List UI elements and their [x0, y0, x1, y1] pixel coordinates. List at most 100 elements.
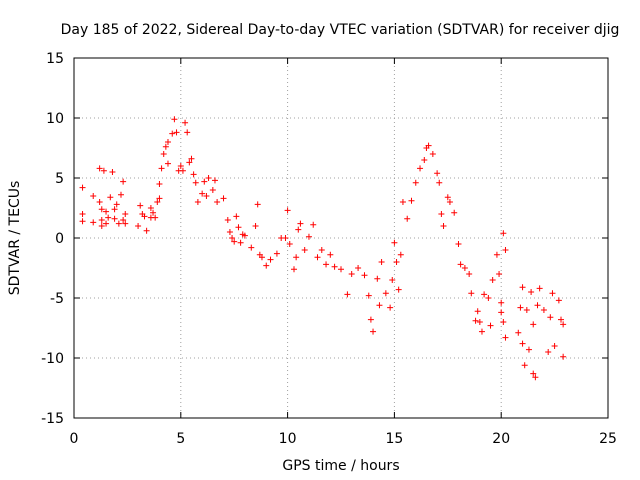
- data-point: [532, 374, 539, 381]
- data-point: [120, 217, 127, 223]
- points: [79, 116, 567, 381]
- data-point: [205, 175, 212, 181]
- data-point: [158, 165, 165, 172]
- data-point: [211, 177, 218, 184]
- data-point: [530, 321, 537, 328]
- data-point: [496, 271, 503, 277]
- data-point: [286, 241, 293, 247]
- data-point: [421, 157, 428, 163]
- data-point: [293, 254, 300, 261]
- data-point: [179, 167, 186, 174]
- data-point: [468, 290, 475, 297]
- data-point: [549, 290, 556, 297]
- data-point: [502, 334, 509, 341]
- data-point: [367, 316, 374, 323]
- data-point: [365, 292, 372, 299]
- data-point: [98, 206, 105, 213]
- data-point: [98, 223, 105, 229]
- data-point: [231, 238, 238, 245]
- data-point: [472, 317, 479, 324]
- data-point: [295, 226, 302, 233]
- data-point: [122, 211, 129, 217]
- data-point: [156, 181, 163, 187]
- data-point: [203, 193, 210, 199]
- data-point: [115, 220, 122, 227]
- data-point: [224, 217, 231, 223]
- data-point: [190, 171, 197, 178]
- data-point: [434, 170, 441, 177]
- data-point: [141, 213, 148, 220]
- data-point: [323, 261, 330, 268]
- data-point: [100, 167, 107, 174]
- data-point: [429, 151, 436, 157]
- data-point: [436, 179, 443, 186]
- data-point: [487, 322, 494, 329]
- data-point: [122, 220, 129, 227]
- data-point: [154, 199, 161, 205]
- data-point: [399, 199, 406, 205]
- data-point: [209, 187, 216, 193]
- data-point: [117, 191, 124, 198]
- data-point: [137, 202, 144, 209]
- data-point: [177, 163, 184, 169]
- y-tick-label: -5: [50, 291, 64, 307]
- data-point: [111, 206, 118, 213]
- data-point: [297, 220, 304, 227]
- data-point: [186, 159, 193, 166]
- data-point: [113, 201, 120, 208]
- data-point: [331, 263, 338, 270]
- data-point: [229, 235, 236, 241]
- data-point: [500, 319, 507, 325]
- data-point: [378, 259, 385, 265]
- data-point: [327, 251, 334, 258]
- data-point: [417, 165, 424, 172]
- data-point: [98, 217, 105, 223]
- data-point: [237, 239, 244, 246]
- data-point: [310, 221, 317, 228]
- data-point: [517, 304, 524, 311]
- data-point: [201, 178, 208, 185]
- data-point: [96, 165, 103, 172]
- data-point: [103, 208, 110, 215]
- data-point: [182, 119, 189, 126]
- data-point: [489, 277, 496, 283]
- data-point: [502, 247, 509, 253]
- y-tick-label: 10: [46, 111, 64, 127]
- data-point: [525, 346, 532, 353]
- data-point: [160, 151, 167, 157]
- data-point: [457, 261, 464, 268]
- data-point: [476, 319, 483, 325]
- data-point: [235, 224, 242, 231]
- data-point: [164, 160, 171, 167]
- data-point: [156, 195, 163, 202]
- data-point: [446, 199, 453, 205]
- x-tick-label: 0: [70, 431, 79, 447]
- y-tick-label: 5: [55, 171, 64, 187]
- data-point: [451, 209, 458, 216]
- data-point: [338, 266, 344, 273]
- x-tick-label: 15: [385, 431, 403, 447]
- data-point: [291, 266, 298, 273]
- data-point: [120, 178, 127, 185]
- data-point: [301, 247, 308, 253]
- data-point: [152, 214, 159, 221]
- data-point: [466, 271, 473, 277]
- data-point: [515, 329, 522, 336]
- data-point: [425, 142, 432, 149]
- data-point: [519, 340, 526, 347]
- data-point: [220, 195, 227, 202]
- data-point: [391, 239, 398, 246]
- data-point: [344, 291, 351, 298]
- data-point: [389, 277, 396, 283]
- data-point: [107, 194, 114, 201]
- data-point: [314, 254, 321, 261]
- y-axis-label: SDTVAR / TECUs: [7, 181, 23, 296]
- data-point: [361, 272, 368, 279]
- data-point: [534, 302, 541, 309]
- data-point: [188, 155, 195, 162]
- data-point: [282, 235, 289, 241]
- data-point: [164, 139, 171, 145]
- data-point: [408, 197, 415, 204]
- x-tick-label: 25: [599, 431, 617, 447]
- x-tick-label: 5: [176, 431, 185, 447]
